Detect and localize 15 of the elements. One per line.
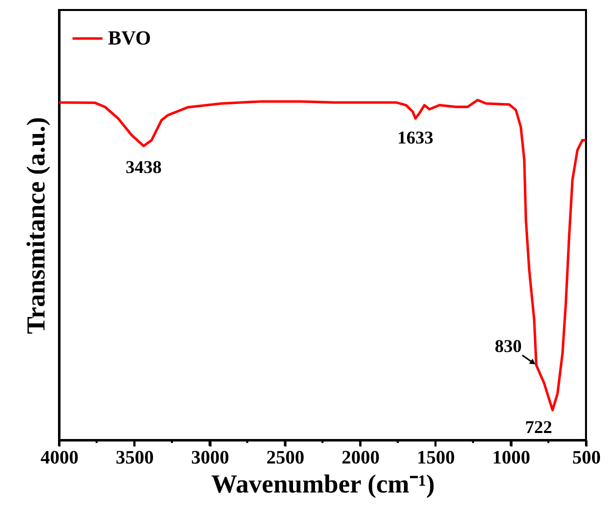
legend-label: BVO [108,28,151,50]
x-tick-label: 2000 [342,448,380,468]
x-tick-label: 4000 [40,448,78,468]
x-tick-label: 500 [572,448,601,468]
x-tick-label: 3000 [191,448,230,468]
annotation: 1633 [397,127,434,148]
x-tick-label: 2500 [266,448,304,468]
annotation: 830 [494,336,522,356]
x-axis-title: Wavenumber (cm⁻¹) [211,470,435,498]
x-tick-label: 1000 [492,448,530,468]
x-tick-label: 1500 [416,448,455,468]
annotation: 3438 [126,156,162,177]
annotation: 722 [525,417,552,438]
y-axis-title: Transmitance (a.u.) [22,117,50,334]
x-tick-label: 3500 [116,448,154,468]
